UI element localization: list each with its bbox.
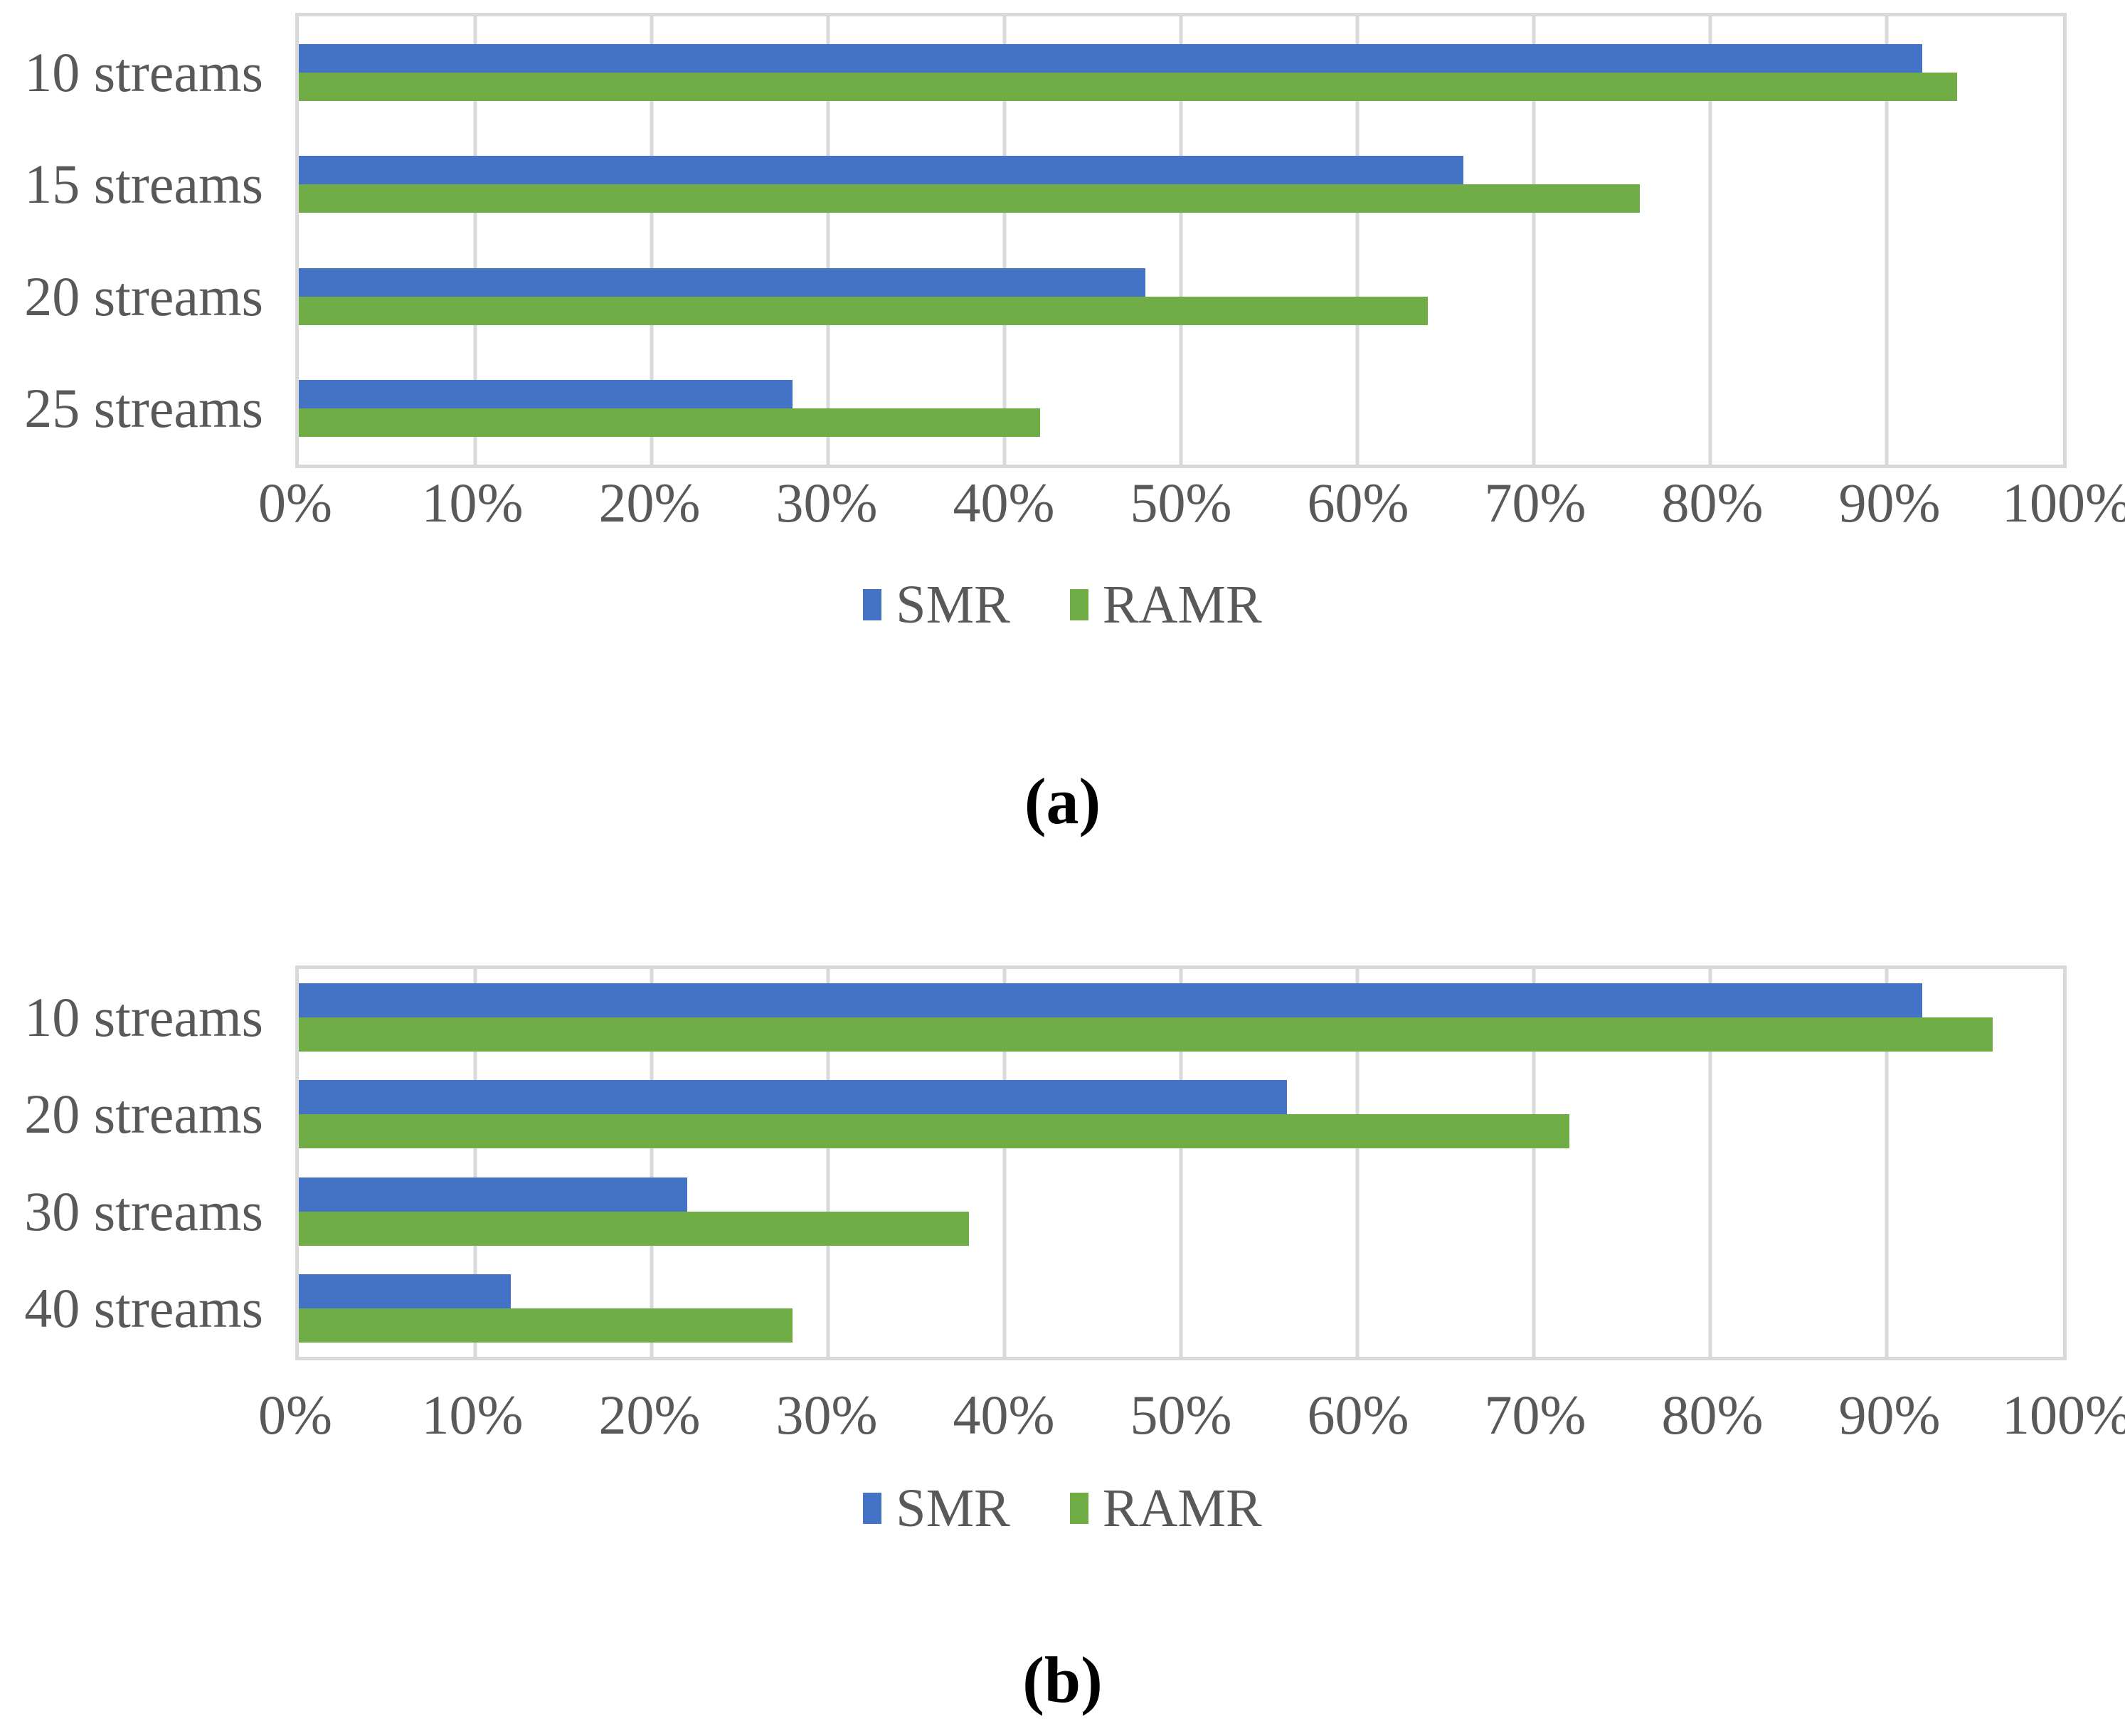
gridline: [1002, 16, 1007, 465]
gridline: [650, 16, 654, 465]
x-tick-90pct: 90%: [1838, 1384, 1941, 1446]
gridline: [1002, 969, 1007, 1357]
bar-ramr-30-streams: [299, 1211, 970, 1246]
category-label-15-streams: 15 streams: [24, 153, 263, 216]
legend-label-ramr: RAMR: [1102, 1478, 1262, 1538]
gridline: [826, 969, 830, 1357]
gridline: [1355, 969, 1360, 1357]
x-tick-0pct: 0%: [258, 1384, 332, 1446]
category-label-40-streams: 40 streams: [24, 1276, 263, 1339]
bar-smr-30-streams: [299, 1177, 687, 1212]
gridline: [1708, 16, 1712, 465]
category-label-10-streams: 10 streams: [24, 986, 263, 1049]
x-tick-80pct: 80%: [1661, 472, 1764, 534]
legend-item-ramr: RAMR: [1069, 1478, 1262, 1538]
bar-smr-15-streams: [299, 156, 1463, 185]
legend-label-smr: SMR: [896, 1478, 1010, 1538]
x-tick-50pct: 50%: [1130, 1384, 1232, 1446]
x-tick-20pct: 20%: [598, 472, 701, 534]
x-tick-100pct: 100%: [2002, 472, 2125, 534]
chart-a-plot-area: [295, 13, 2067, 468]
gridline: [473, 16, 477, 465]
x-tick-0pct: 0%: [258, 472, 332, 534]
category-label-10-streams: 10 streams: [24, 41, 263, 103]
gridline: [1179, 16, 1183, 465]
gridline: [1885, 969, 1889, 1357]
legend-label-ramr: RAMR: [1102, 575, 1262, 635]
gridline: [650, 969, 654, 1357]
smr-swatch-icon: [863, 589, 882, 620]
legend-item-ramr: RAMR: [1069, 575, 1262, 635]
x-tick-90pct: 90%: [1838, 472, 1941, 534]
smr-swatch-icon: [863, 1493, 882, 1524]
chart-b-legend: SMR RAMR: [0, 1481, 2125, 1535]
x-tick-50pct: 50%: [1130, 472, 1232, 534]
x-tick-30pct: 30%: [775, 472, 878, 534]
chart-b-plot-area: [295, 965, 2067, 1360]
category-label-20-streams: 20 streams: [24, 1083, 263, 1145]
x-tick-10pct: 10%: [421, 1384, 524, 1446]
bar-smr-20-streams: [299, 268, 1146, 297]
gridline: [1355, 16, 1360, 465]
x-tick-70pct: 70%: [1484, 472, 1586, 534]
x-tick-70pct: 70%: [1484, 1384, 1586, 1446]
bar-smr-40-streams: [299, 1274, 511, 1308]
bar-ramr-20-streams: [299, 1114, 1569, 1149]
legend-label-smr: SMR: [896, 575, 1010, 635]
x-tick-80pct: 80%: [1661, 1384, 1764, 1446]
bar-ramr-25-streams: [299, 408, 1040, 438]
gridline: [1708, 969, 1712, 1357]
bar-smr-10-streams: [299, 43, 1922, 73]
x-tick-60pct: 60%: [1307, 1384, 1409, 1446]
ramr-swatch-icon: [1069, 589, 1088, 620]
bar-ramr-10-streams: [299, 72, 1958, 101]
x-tick-30pct: 30%: [775, 1384, 878, 1446]
category-label-30-streams: 30 streams: [24, 1180, 263, 1242]
category-label-20-streams: 20 streams: [24, 265, 263, 327]
x-tick-40pct: 40%: [953, 472, 1055, 534]
bar-ramr-20-streams: [299, 296, 1429, 325]
chart-a-legend: SMR RAMR: [0, 578, 2125, 632]
ramr-swatch-icon: [1069, 1493, 1088, 1524]
bar-ramr-10-streams: [299, 1017, 1993, 1052]
category-label-25-streams: 25 streams: [24, 377, 263, 440]
gridline: [1532, 969, 1536, 1357]
x-tick-20pct: 20%: [598, 1384, 701, 1446]
x-tick-100pct: 100%: [2002, 1384, 2125, 1446]
x-tick-10pct: 10%: [421, 472, 524, 534]
bar-smr-10-streams: [299, 983, 1922, 1018]
legend-item-smr: SMR: [863, 1481, 1010, 1535]
caption-a: (a): [1024, 765, 1101, 837]
gridline: [1532, 16, 1536, 465]
bar-ramr-15-streams: [299, 184, 1640, 213]
gridline: [1179, 969, 1183, 1357]
bar-smr-25-streams: [299, 380, 793, 409]
bar-ramr-40-streams: [299, 1308, 793, 1343]
x-tick-60pct: 60%: [1307, 472, 1409, 534]
legend-item-smr: SMR: [863, 578, 1010, 632]
gridline: [1885, 16, 1889, 465]
gridline: [826, 16, 830, 465]
caption-b: (b): [1022, 1644, 1103, 1716]
bar-smr-20-streams: [299, 1080, 1287, 1115]
x-tick-40pct: 40%: [953, 1384, 1055, 1446]
gridline: [473, 969, 477, 1357]
